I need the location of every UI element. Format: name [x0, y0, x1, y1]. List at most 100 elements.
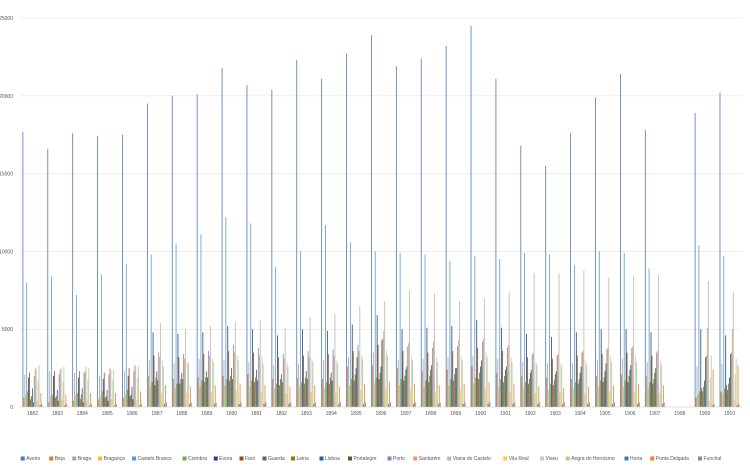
bar: [558, 273, 560, 407]
bar: [507, 344, 509, 407]
bar: [187, 361, 188, 407]
bar: [580, 366, 582, 407]
x-tick-label: 1900: [475, 411, 486, 417]
bar: [730, 354, 731, 407]
x-tick-label: 1908: [674, 411, 685, 417]
bar: [464, 402, 466, 407]
legend-swatch: [650, 456, 655, 461]
bar: [164, 403, 165, 407]
bar: [450, 378, 452, 407]
bar: [246, 84, 248, 407]
bar: [455, 368, 457, 407]
bar: [250, 223, 252, 407]
bar: [283, 358, 285, 407]
bar: [358, 350, 360, 407]
bar: [325, 224, 326, 407]
x-tick-label: 1889: [201, 411, 212, 417]
bar: [531, 354, 533, 407]
bar: [233, 352, 235, 407]
bar: [485, 352, 487, 407]
bar: [657, 350, 659, 407]
bar: [445, 46, 447, 407]
bar: [54, 397, 56, 407]
bar: [325, 382, 327, 407]
bar: [73, 400, 75, 407]
bar: [47, 148, 49, 407]
bar: [473, 383, 475, 407]
bar: [78, 371, 80, 407]
bar: [513, 383, 515, 407]
bar: [589, 402, 590, 407]
bar: [413, 403, 414, 407]
bar: [41, 403, 43, 407]
bar: [211, 358, 213, 407]
bar: [61, 399, 63, 407]
bar: [584, 393, 586, 407]
bar: [623, 252, 625, 407]
bar: [58, 374, 60, 407]
bar: [310, 391, 312, 407]
bar: [264, 385, 266, 407]
bar: [201, 380, 203, 407]
bar: [180, 378, 182, 407]
legend-label: Castelo Branco: [138, 456, 172, 462]
bar: [116, 403, 117, 407]
bar: [31, 388, 33, 407]
bar: [354, 374, 356, 407]
x-tick-label: 1890: [226, 411, 237, 417]
bar: [462, 403, 464, 407]
bar: [529, 372, 531, 407]
bar: [477, 347, 479, 407]
bar: [261, 357, 263, 407]
bar: [359, 305, 361, 407]
bar: [628, 375, 630, 407]
bar: [571, 378, 572, 407]
bar: [135, 366, 137, 407]
bar: [405, 369, 407, 407]
bar: [136, 399, 138, 407]
bar: [603, 377, 605, 407]
bar: [423, 386, 425, 407]
bar: [224, 385, 226, 407]
bar: [472, 355, 474, 407]
bar: [38, 364, 40, 407]
bar: [157, 380, 159, 407]
bar: [274, 388, 276, 407]
bar: [284, 327, 286, 407]
bar: [527, 357, 528, 407]
bar: [40, 393, 42, 407]
bar: [634, 391, 636, 407]
bar: [206, 371, 208, 407]
bar: [437, 403, 439, 407]
bar: [659, 393, 660, 407]
bar: [22, 131, 24, 407]
bar: [188, 403, 190, 407]
bar: [64, 405, 66, 407]
bar: [663, 402, 665, 407]
bar: [406, 366, 408, 407]
bar: [74, 372, 75, 407]
bar: [306, 378, 308, 407]
y-axis: 0 5000 10000 15000 20000 25000: [0, 16, 13, 411]
bar: [371, 35, 372, 408]
bar: [404, 375, 406, 407]
bar: [52, 394, 53, 407]
legend-item: Ponta Delgada: [650, 456, 689, 462]
bar: [729, 377, 730, 407]
bar: [439, 402, 441, 407]
bar: [202, 332, 204, 407]
bar: [153, 355, 155, 407]
bar: [559, 393, 561, 407]
bar: [496, 372, 498, 407]
bar: [303, 383, 305, 407]
bar: [484, 388, 486, 407]
x-axis: 1882 1883 1884 1885 1886 1887 1888 1889 1890 1891…: [20, 406, 742, 417]
bar: [572, 363, 573, 407]
bar: [471, 366, 473, 407]
bar: [126, 389, 128, 407]
legend-item: Vila Real: [503, 456, 529, 462]
bar: [625, 329, 627, 407]
bar: [553, 380, 555, 407]
bar: [555, 371, 557, 407]
bar: [88, 368, 90, 407]
